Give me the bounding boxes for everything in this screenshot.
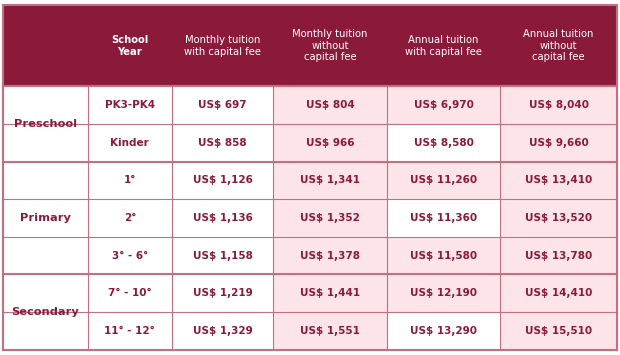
Bar [3,237,88,274]
Bar [500,274,617,312]
Text: US$ 13,780: US$ 13,780 [525,251,592,261]
Text: US$ 11,260: US$ 11,260 [410,175,477,185]
Bar [387,162,500,199]
Bar [3,5,617,86]
Text: US$ 13,410: US$ 13,410 [525,175,592,185]
Bar [88,312,172,350]
Text: US$ 858: US$ 858 [198,138,247,148]
Bar [500,237,617,274]
Text: US$ 13,520: US$ 13,520 [525,213,592,223]
Text: US$ 1,551: US$ 1,551 [300,326,360,336]
Bar [387,274,500,312]
Bar [500,312,617,350]
Text: US$ 804: US$ 804 [306,100,354,110]
Text: US$ 8,040: US$ 8,040 [529,100,588,110]
Text: US$ 11,580: US$ 11,580 [410,251,477,261]
Text: Secondary: Secondary [12,307,79,317]
Bar [3,274,88,350]
Bar [172,86,273,124]
Bar [387,86,500,124]
Text: Kinder: Kinder [110,138,149,148]
Bar [273,199,387,237]
Bar [500,199,617,237]
Bar [3,162,88,199]
Bar [88,274,172,312]
Text: US$ 1,352: US$ 1,352 [300,213,360,223]
Text: US$ 1,329: US$ 1,329 [193,326,252,336]
Text: US$ 11,360: US$ 11,360 [410,213,477,223]
Text: Monthly tuition
with capital fee: Monthly tuition with capital fee [184,35,261,56]
Text: 3° - 6°: 3° - 6° [112,251,148,261]
Text: US$ 1,378: US$ 1,378 [300,251,360,261]
Bar [88,124,172,162]
Bar [273,162,387,199]
Bar [88,237,172,274]
Bar [387,124,500,162]
Bar [172,162,273,199]
Bar [3,86,88,124]
Bar [172,199,273,237]
Bar [387,237,500,274]
Bar [3,124,88,162]
Bar [387,199,500,237]
Text: US$ 6,970: US$ 6,970 [414,100,474,110]
Bar [500,86,617,124]
Bar [500,124,617,162]
Text: Monthly tuition
without
capital fee: Monthly tuition without capital fee [292,29,368,62]
Text: US$ 1,341: US$ 1,341 [300,175,360,185]
Bar [387,312,500,350]
Text: US$ 12,190: US$ 12,190 [410,288,477,298]
Text: US$ 697: US$ 697 [198,100,247,110]
Bar [88,86,172,124]
Bar [172,124,273,162]
Text: Primary: Primary [20,213,71,223]
Text: US$ 15,510: US$ 15,510 [525,326,592,336]
Bar [3,199,88,237]
Text: School
Year: School Year [111,35,148,56]
Text: US$ 1,158: US$ 1,158 [193,251,252,261]
Bar [3,312,88,350]
Bar [3,86,88,162]
Bar [273,86,387,124]
Text: Annual tuition
with capital fee: Annual tuition with capital fee [405,35,482,56]
Bar [500,162,617,199]
Text: 11° - 12°: 11° - 12° [105,326,155,336]
Bar [88,199,172,237]
Bar [172,237,273,274]
Text: Annual tuition
without
capital fee: Annual tuition without capital fee [523,29,594,62]
Bar [3,162,88,274]
Text: 2°: 2° [123,213,136,223]
Text: PK3-PK4: PK3-PK4 [105,100,155,110]
Bar [172,274,273,312]
Text: US$ 1,136: US$ 1,136 [193,213,252,223]
Text: Preschool: Preschool [14,119,77,129]
Text: US$ 1,441: US$ 1,441 [300,288,360,298]
Text: US$ 9,660: US$ 9,660 [529,138,588,148]
Bar [3,274,88,312]
Bar [172,312,273,350]
Text: US$ 8,580: US$ 8,580 [414,138,474,148]
Bar [273,124,387,162]
Text: US$ 966: US$ 966 [306,138,354,148]
Bar [273,274,387,312]
Bar [88,162,172,199]
Bar [273,237,387,274]
Text: 7° - 10°: 7° - 10° [108,288,152,298]
Bar [273,312,387,350]
Text: US$ 1,126: US$ 1,126 [193,175,252,185]
Text: US$ 1,219: US$ 1,219 [193,288,252,298]
Text: US$ 14,410: US$ 14,410 [525,288,592,298]
Text: US$ 13,290: US$ 13,290 [410,326,477,336]
Text: 1°: 1° [123,175,136,185]
